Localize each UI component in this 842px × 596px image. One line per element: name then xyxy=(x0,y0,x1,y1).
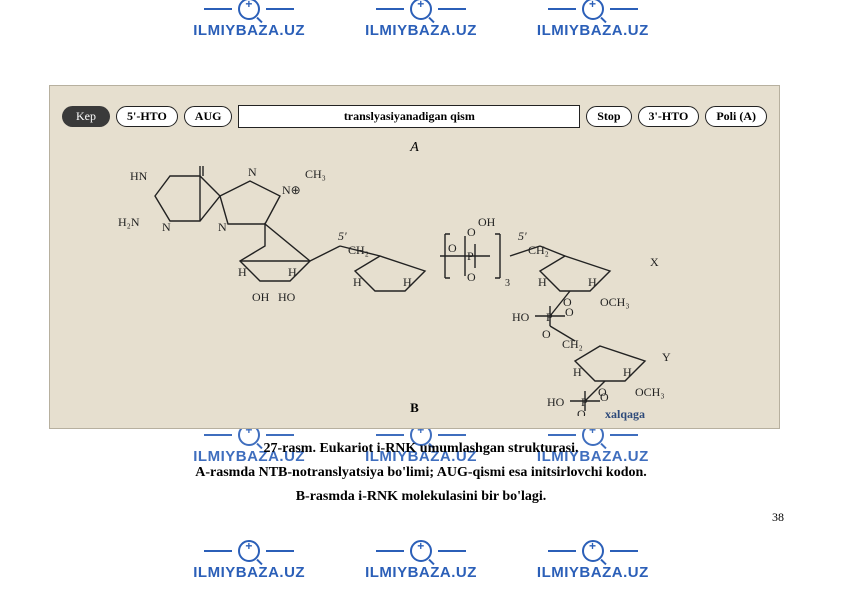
svg-text:X: X xyxy=(650,255,659,269)
svg-text:N: N xyxy=(162,220,171,234)
svg-text:CH₂: CH₂ xyxy=(528,243,549,257)
svg-text:Y: Y xyxy=(662,350,671,364)
svg-text:HO: HO xyxy=(512,310,530,324)
svg-text:OCH₃: OCH₃ xyxy=(635,385,665,399)
stop-segment: Stop xyxy=(586,106,631,127)
panel-label-b: B xyxy=(50,400,779,416)
figure-caption-line3: B-rasmda i-RNK molekulasini bir bo'lagi. xyxy=(0,486,842,508)
svg-text:H: H xyxy=(288,265,297,279)
watermark-row-bottom: ILMIYBAZA.UZ ILMIYBAZA.UZ ILMIYBAZA.UZ xyxy=(0,540,842,581)
cap-segment: Kep xyxy=(62,106,110,127)
watermark-text: ILMIYBAZA.UZ xyxy=(193,22,305,39)
polya-segment: Poli (A) xyxy=(705,106,767,127)
svg-text:N⊕: N⊕ xyxy=(282,183,301,197)
page-number: 38 xyxy=(772,510,784,525)
watermark: ILMIYBAZA.UZ xyxy=(365,540,477,581)
svg-text:CH₂: CH₂ xyxy=(562,337,583,351)
five-utr-segment: 5'-HTO xyxy=(116,106,178,127)
svg-text:H: H xyxy=(588,275,597,289)
figure-caption-line1: 27-rasm. Eukariot i-RNK umumlashgan stru… xyxy=(0,438,842,460)
watermark-text: ILMIYBAZA.UZ xyxy=(365,22,477,39)
watermark: ILMIYBAZA.UZ xyxy=(537,0,649,39)
svg-text:P: P xyxy=(467,249,474,263)
svg-text:P: P xyxy=(546,310,553,324)
svg-text:O: O xyxy=(448,241,457,255)
translated-segment: translyasiyanadigan qism xyxy=(238,105,580,128)
figure-panel: Kep 5'-HTO AUG translyasiyanadigan qism … xyxy=(49,85,780,429)
svg-text:CH₂: CH₂ xyxy=(348,243,369,257)
watermark-text: ILMIYBAZA.UZ xyxy=(537,22,649,39)
svg-text:O: O xyxy=(542,327,551,341)
svg-text:3: 3 xyxy=(505,278,510,289)
svg-text:O: O xyxy=(196,166,205,167)
figure-caption-line2: A-rasmda NTB-notranslyatsiya bo'limi; AU… xyxy=(0,462,842,484)
svg-text:H: H xyxy=(538,275,547,289)
svg-text:H: H xyxy=(573,365,582,379)
svg-text:H: H xyxy=(623,365,632,379)
svg-text:H: H xyxy=(238,265,247,279)
svg-text:H₂N: H₂N xyxy=(118,215,140,229)
svg-text:HN: HN xyxy=(130,169,148,183)
chemical-structure: O HN H₂N N N N N⊕ CH₃ H H OH HO H H 5' C… xyxy=(110,166,730,416)
svg-text:O: O xyxy=(467,270,476,284)
svg-text:O: O xyxy=(565,305,574,319)
three-utr-segment: 3'-HTO xyxy=(638,106,700,127)
svg-text:N: N xyxy=(248,166,257,179)
svg-text:H: H xyxy=(403,275,412,289)
svg-text:N: N xyxy=(218,220,227,234)
watermark: ILMIYBAZA.UZ xyxy=(193,0,305,39)
watermark-text: ILMIYBAZA.UZ xyxy=(193,564,305,581)
svg-text:O: O xyxy=(467,225,476,239)
svg-text:5': 5' xyxy=(518,229,527,243)
watermark-text: ILMIYBAZA.UZ xyxy=(537,564,649,581)
svg-text:OCH₃: OCH₃ xyxy=(600,295,630,309)
watermark-text: ILMIYBAZA.UZ xyxy=(365,564,477,581)
svg-text:OH: OH xyxy=(252,290,270,304)
svg-text:5': 5' xyxy=(338,229,347,243)
mrna-schematic-bar: Kep 5'-HTO AUG translyasiyanadigan qism … xyxy=(62,104,767,128)
panel-label-a: A xyxy=(50,140,779,156)
watermark-row-top: ILMIYBAZA.UZ ILMIYBAZA.UZ ILMIYBAZA.UZ xyxy=(0,0,842,39)
watermark: ILMIYBAZA.UZ xyxy=(537,540,649,581)
aug-segment: AUG xyxy=(184,106,233,127)
xalqaga-label: xalqaga xyxy=(605,407,645,422)
watermark: ILMIYBAZA.UZ xyxy=(193,540,305,581)
watermark: ILMIYBAZA.UZ xyxy=(365,0,477,39)
svg-text:OH: OH xyxy=(478,215,496,229)
svg-text:HO: HO xyxy=(278,290,296,304)
svg-text:CH₃: CH₃ xyxy=(305,167,326,181)
svg-text:H: H xyxy=(353,275,362,289)
